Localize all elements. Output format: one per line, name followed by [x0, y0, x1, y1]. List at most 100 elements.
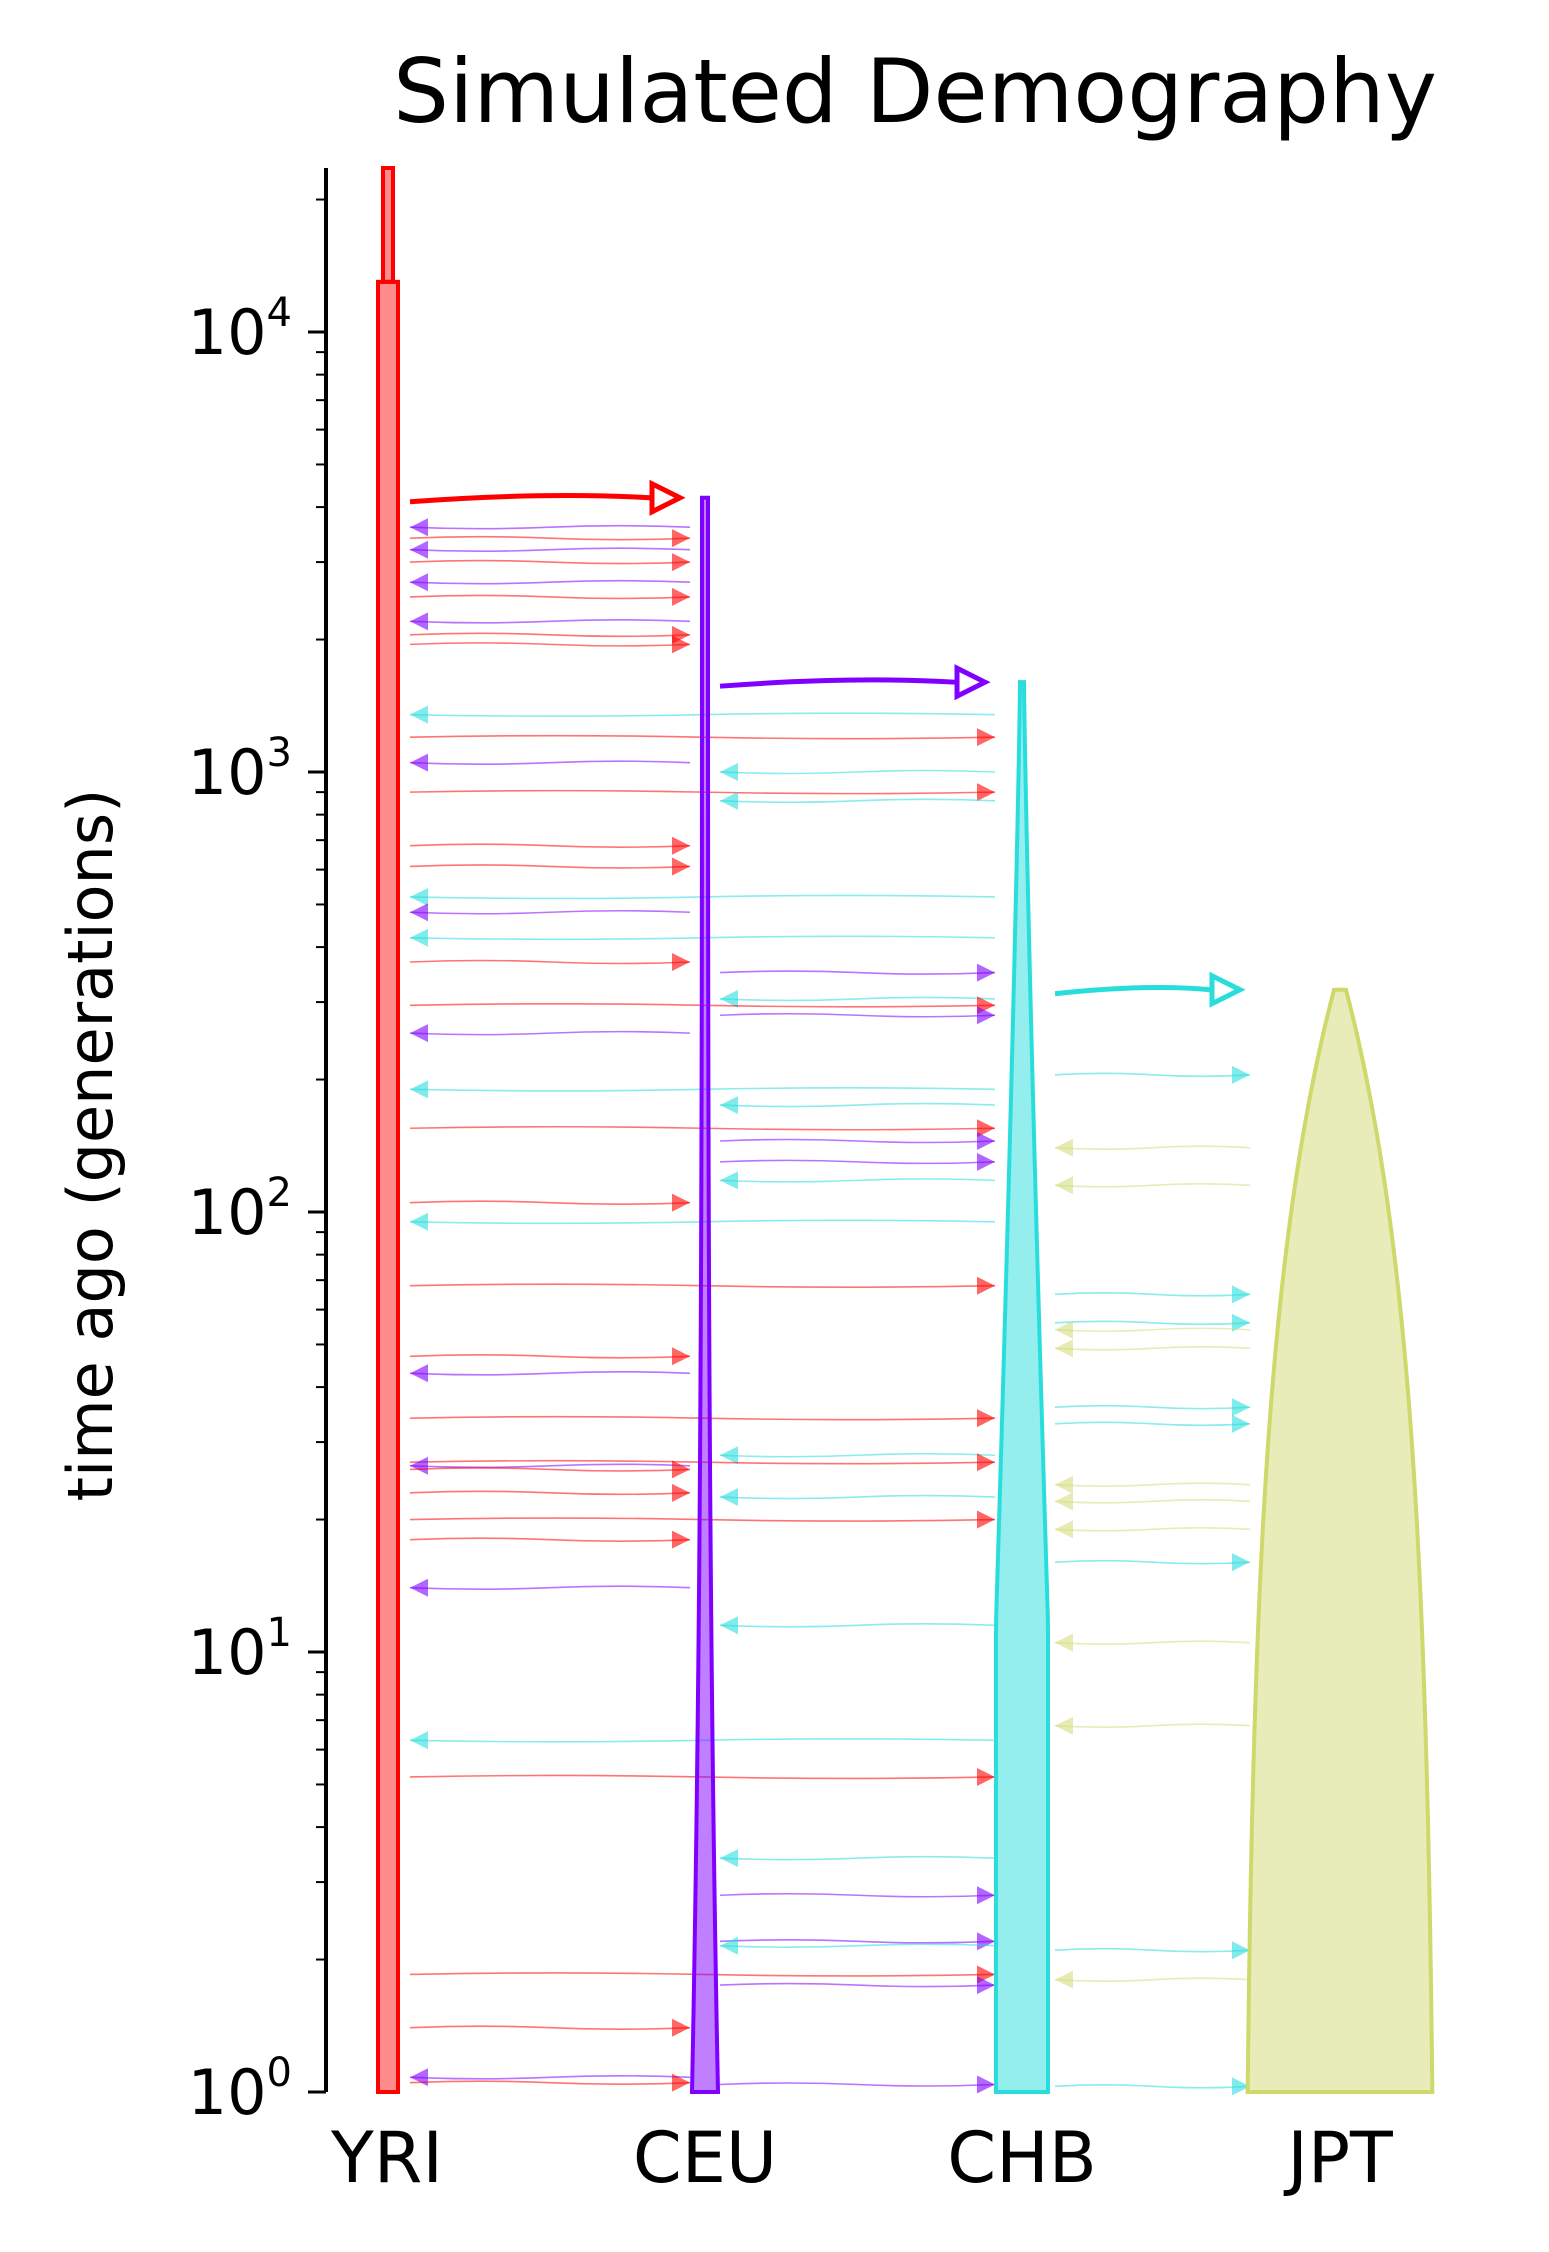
migration-line [1054, 1292, 1251, 1297]
migration-arrowhead [720, 989, 738, 1008]
migration-line [409, 1585, 691, 1590]
migration-arrows [409, 518, 1251, 2096]
migration-line [1054, 1482, 1251, 1488]
migration-arrowhead [672, 1530, 690, 1549]
migration-line [1054, 1421, 1251, 1427]
migration-line [409, 1200, 691, 1205]
migration-line [719, 1982, 996, 1988]
migration-line [409, 1537, 691, 1542]
migration-line [1054, 1947, 1251, 1953]
migration-line [1054, 1320, 1251, 1326]
migration-line [1054, 1145, 1251, 1150]
y-axis-label: time ago (generations) [54, 789, 127, 1502]
migration-arrowhead [720, 1446, 738, 1465]
migration-arrowhead [672, 1460, 690, 1479]
migration-line [409, 1030, 691, 1036]
migration-line [719, 1102, 996, 1108]
population-label-jpt: JPT [1283, 2117, 1393, 2199]
migration-line [409, 959, 691, 965]
migration-arrowhead [977, 1767, 995, 1786]
y-tick-exponent: 2 [267, 1170, 292, 1216]
migration-line [719, 769, 996, 775]
y-tick-base: 10 [188, 2056, 267, 2129]
migration-line [409, 2074, 691, 2080]
migration-arrowhead [977, 2075, 995, 2094]
migration-arrowhead [672, 529, 690, 548]
migration-line [719, 1855, 996, 1861]
population-label-ceu: CEU [633, 2117, 777, 2199]
y-tick-label: 102 [188, 1170, 292, 1249]
migration-line [409, 1353, 691, 1359]
migration-arrowhead [1055, 1520, 1073, 1539]
migration-arrowhead [977, 1976, 995, 1995]
migration-arrowhead [977, 1453, 995, 1472]
migration-line [409, 524, 691, 530]
migration-arrowhead [977, 783, 995, 802]
migration-arrowhead [977, 1131, 995, 1150]
migration-arrowhead [410, 518, 428, 537]
migration-arrowhead [410, 2068, 428, 2087]
split-line [409, 493, 651, 505]
migration-arrowhead [672, 952, 690, 971]
migration-arrowhead [672, 836, 690, 855]
migration-arrowhead [1232, 1285, 1250, 1304]
migration-arrowhead [410, 1578, 428, 1597]
migration-line [719, 1452, 996, 1458]
migration-arrowhead [1055, 1138, 1073, 1157]
migration-arrowhead [977, 1276, 995, 1295]
migration-arrowhead [977, 1932, 995, 1951]
y-tick-exponent: 3 [267, 730, 292, 776]
migration-line [409, 1467, 691, 1472]
split-line [1054, 984, 1211, 997]
migration-arrowhead [410, 887, 428, 906]
migration-line [409, 559, 691, 565]
migration-line [1054, 1182, 1251, 1188]
migration-line [409, 760, 691, 765]
migration-line [1054, 1640, 1251, 1645]
migration-line [1054, 1327, 1251, 1333]
migration-line [719, 970, 996, 975]
migration-line [409, 632, 691, 638]
split-arrowhead [649, 479, 686, 516]
migration-arrowhead [720, 791, 738, 810]
split-arrowhead [1209, 971, 1246, 1008]
migration-arrowhead [1232, 1065, 1250, 1084]
migration-line [719, 798, 996, 804]
population-yri-ancestral [381, 166, 395, 284]
migration-line [409, 2080, 691, 2085]
migration-line [719, 1939, 996, 1944]
y-tick-exponent: 4 [267, 290, 292, 336]
y-tick-label: 101 [188, 1610, 292, 1689]
population-chb-shape [994, 680, 1050, 2094]
population-shapes [376, 166, 1435, 2095]
population-jpt-shape [1245, 987, 1435, 2094]
migration-line [409, 1463, 691, 1469]
migration-arrowhead [410, 573, 428, 592]
y-tick-base: 10 [188, 1616, 267, 1689]
migration-arrowhead [672, 2018, 690, 2037]
chart-title: Simulated Demography [393, 40, 1437, 143]
migration-line [719, 1892, 996, 1898]
migration-arrowhead [672, 1483, 690, 1502]
migration-arrowhead [720, 1096, 738, 1115]
migration-arrowhead [1232, 1398, 1250, 1417]
y-tick-label: 100 [188, 2050, 292, 2129]
migration-arrowhead [720, 1488, 738, 1507]
migration-line [719, 1943, 996, 1949]
y-tick-exponent: 1 [267, 1610, 292, 1656]
migration-arrowhead [720, 1849, 738, 1868]
migration-arrowhead [672, 1347, 690, 1366]
migration-arrowhead [1232, 2077, 1250, 2096]
y-tick-exponent: 0 [267, 2050, 292, 2096]
migration-line [409, 535, 691, 541]
migration-arrowhead [977, 1006, 995, 1025]
migration-arrowhead [1232, 1313, 1250, 1332]
migration-line [719, 1159, 996, 1165]
migration-arrowhead [720, 1936, 738, 1955]
population-label-yri: YRI [330, 2117, 443, 2199]
migration-arrowhead [1232, 1553, 1250, 1572]
y-tick-base: 10 [188, 1176, 267, 1249]
migration-arrowhead [672, 857, 690, 876]
split-arrows [409, 479, 1246, 1008]
